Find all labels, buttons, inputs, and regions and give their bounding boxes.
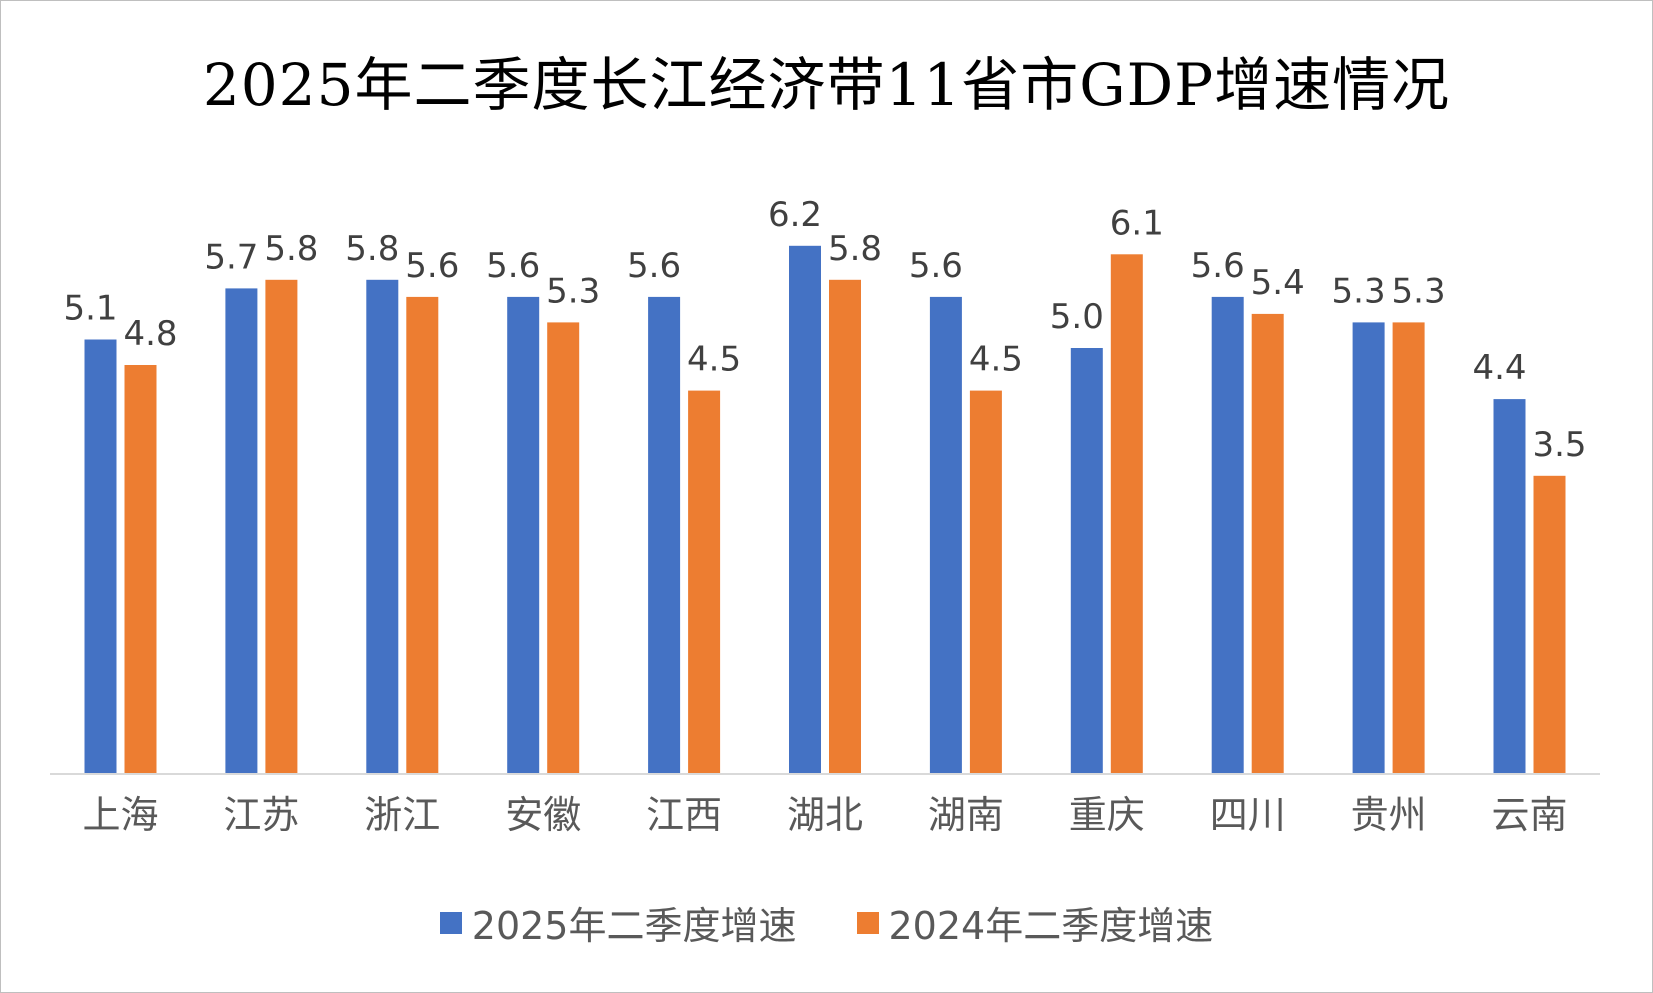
x-tick-label-5: 湖北 [787,793,863,837]
bar-四川-series-0 [1211,296,1244,774]
x-tick-label-10: 云南 [1491,793,1567,837]
data-label-贵州-series-0: 5.3 [1332,271,1386,311]
data-label-浙江-series-1: 5.6 [405,246,459,286]
bar-云南-series-1 [1533,475,1566,774]
x-tick-label-8: 四川 [1210,793,1286,837]
data-label-上海-series-0: 5.1 [63,289,117,329]
data-label-上海-series-1: 4.8 [123,314,177,354]
data-label-重庆-series-1: 6.1 [1110,203,1164,243]
x-tick-label-3: 安徽 [505,793,581,837]
legend-label-series-1: 2024年二季度增速 [888,904,1214,948]
x-tick-label-6: 湖南 [928,793,1004,837]
data-label-湖北-series-1: 5.8 [828,229,882,269]
bar-江西-series-1 [688,390,721,774]
data-label-贵州-series-1: 5.3 [1392,271,1446,311]
chart-title: 2025年二季度长江经济带11省市GDP增速情况 [202,51,1451,119]
data-label-江苏-series-0: 5.7 [204,237,258,277]
x-tick-label-9: 贵州 [1351,793,1427,837]
bar-湖北-series-1 [829,279,861,774]
data-label-江西-series-0: 5.6 [627,246,681,286]
legend-label-series-0: 2025年二季度增速 [471,904,797,948]
bar-江苏-series-0 [225,288,258,774]
bar-浙江-series-1 [406,296,439,774]
data-label-浙江-series-0: 5.8 [345,229,399,269]
data-label-重庆-series-0: 5.0 [1050,297,1104,337]
x-tick-label-0: 上海 [82,793,158,837]
legend-item-series-1: 2024年二季度增速 [856,895,1214,950]
data-label-四川-series-0: 5.6 [1191,246,1245,286]
data-label-云南-series-1: 3.5 [1532,425,1586,465]
x-tick-label-4: 江西 [646,793,722,837]
bar-上海-series-1 [124,365,157,774]
data-label-四川-series-1: 5.4 [1251,263,1305,303]
bar-湖南-series-1 [969,390,1002,774]
data-label-江苏-series-1: 5.8 [264,229,318,269]
legend-swatch-series-0 [439,911,462,934]
bar-四川-series-1 [1251,313,1284,774]
bar-浙江-series-0 [366,279,399,774]
bar-江苏-series-1 [265,279,298,774]
data-label-湖北-series-0: 6.2 [768,195,822,235]
legend-item-series-0: 2025年二季度增速 [439,895,797,950]
x-tick-label-1: 江苏 [223,793,299,837]
data-label-安徽-series-1: 5.3 [546,271,600,311]
chart-legend: 2025年二季度增速 2024年二季度增速 [0,895,1653,950]
data-label-云南-series-0: 4.4 [1472,348,1526,388]
bar-安徽-series-1 [547,322,580,774]
bar-湖南-series-0 [929,296,962,774]
data-label-安徽-series-0: 5.6 [486,246,540,286]
x-tick-label-7: 重庆 [1069,793,1145,837]
bar-云南-series-0 [1493,399,1526,774]
data-label-江西-series-1: 4.5 [687,340,741,380]
bar-江西-series-0 [648,296,681,774]
bar-重庆-series-0 [1070,348,1103,774]
x-tick-label-2: 浙江 [364,793,440,837]
data-label-湖南-series-1: 4.5 [969,340,1023,380]
bar-上海-series-0 [84,339,117,774]
legend-swatch-series-1 [856,911,879,934]
bar-重庆-series-1 [1110,254,1143,775]
bar-安徽-series-0 [507,296,540,774]
data-label-湖南-series-0: 5.6 [909,246,963,286]
bar-贵州-series-1 [1392,322,1425,774]
bar-湖北-series-0 [789,245,821,775]
bar-贵州-series-0 [1352,322,1385,774]
